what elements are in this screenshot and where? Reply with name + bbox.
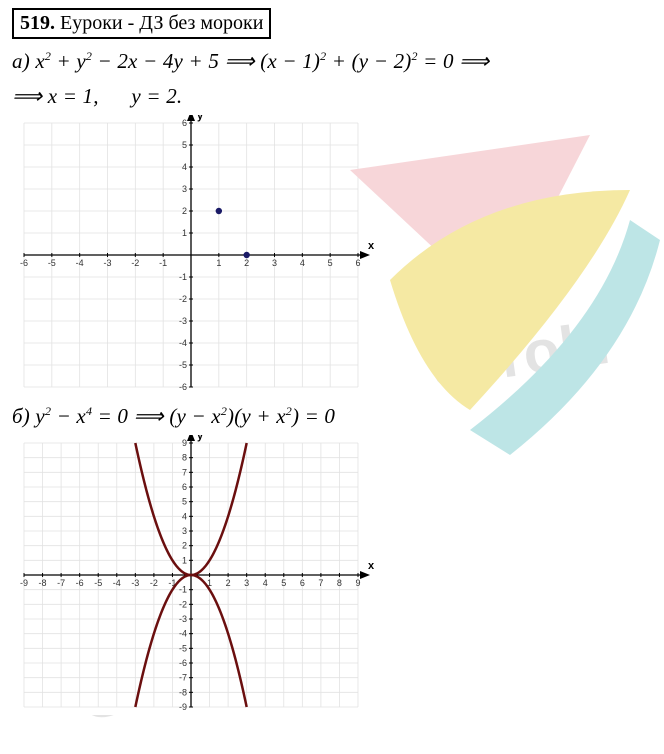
svg-text:3: 3 [244, 578, 249, 588]
svg-text:-5: -5 [179, 360, 187, 370]
svg-text:3: 3 [272, 258, 277, 268]
part-b-equation: б) y2 − x4 = 0 ⟹ (y − x2)(y + x2) = 0 [12, 404, 664, 429]
svg-text:7: 7 [318, 578, 323, 588]
svg-text:6: 6 [300, 578, 305, 588]
part-a-label: а) [12, 49, 35, 73]
svg-text:-3: -3 [131, 578, 139, 588]
chart-a-container: -6-5-4-3-2-1123456-6-5-4-3-2-1123456xy [6, 115, 664, 400]
svg-text:1: 1 [182, 228, 187, 238]
svg-text:4: 4 [300, 258, 305, 268]
svg-text:-5: -5 [94, 578, 102, 588]
svg-text:-4: -4 [76, 258, 84, 268]
svg-text:1: 1 [216, 258, 221, 268]
chart-b: -9-8-7-6-5-4-3-2-1123456789-9-8-7-6-5-4-… [6, 435, 376, 715]
svg-text:-3: -3 [179, 316, 187, 326]
svg-text:2: 2 [226, 578, 231, 588]
svg-text:-5: -5 [179, 643, 187, 653]
svg-text:-1: -1 [179, 585, 187, 595]
problem-number: 519. [20, 12, 55, 34]
svg-text:y: y [197, 435, 204, 442]
svg-text:7: 7 [182, 467, 187, 477]
problem-header: 519. Еуроки - ДЗ без мороки [12, 8, 271, 39]
svg-text:-6: -6 [76, 578, 84, 588]
svg-text:-1: -1 [179, 272, 187, 282]
svg-text:4: 4 [263, 578, 268, 588]
svg-text:2: 2 [182, 206, 187, 216]
svg-text:-6: -6 [179, 658, 187, 668]
svg-text:-3: -3 [179, 614, 187, 624]
svg-text:-2: -2 [131, 258, 139, 268]
svg-text:5: 5 [281, 578, 286, 588]
svg-text:-2: -2 [179, 599, 187, 609]
part-a-expr: x2 + y2 − 2x − 4y + 5 ⟹ (x − 1)2 + (y − … [35, 49, 489, 73]
svg-text:5: 5 [328, 258, 333, 268]
svg-text:-5: -5 [48, 258, 56, 268]
svg-text:3: 3 [182, 526, 187, 536]
svg-text:5: 5 [182, 497, 187, 507]
part-b-expr: y2 − x4 = 0 ⟹ (y − x2)(y + x2) = 0 [35, 404, 335, 428]
svg-text:-8: -8 [179, 687, 187, 697]
svg-text:-6: -6 [179, 382, 187, 392]
svg-text:9: 9 [182, 438, 187, 448]
svg-text:2: 2 [182, 541, 187, 551]
chart-b-container: -9-8-7-6-5-4-3-2-1123456789-9-8-7-6-5-4-… [6, 435, 664, 720]
problem-title: Еуроки - ДЗ без мороки [55, 12, 263, 34]
svg-text:6: 6 [355, 258, 360, 268]
part-b-label: б) [12, 404, 35, 428]
svg-text:2: 2 [244, 258, 249, 268]
svg-text:-7: -7 [57, 578, 65, 588]
chart-a: -6-5-4-3-2-1123456-6-5-4-3-2-1123456xy [6, 115, 376, 395]
svg-text:-9: -9 [20, 578, 28, 588]
svg-text:4: 4 [182, 511, 187, 521]
svg-text:-8: -8 [39, 578, 47, 588]
svg-text:8: 8 [337, 578, 342, 588]
svg-text:-4: -4 [113, 578, 121, 588]
svg-text:-4: -4 [179, 338, 187, 348]
svg-text:-7: -7 [179, 673, 187, 683]
svg-text:6: 6 [182, 482, 187, 492]
svg-text:-2: -2 [150, 578, 158, 588]
part-a-equation-line2: ⟹ x = 1, y = 2. [12, 84, 664, 109]
svg-text:8: 8 [182, 453, 187, 463]
svg-text:-9: -9 [179, 702, 187, 712]
svg-text:5: 5 [182, 140, 187, 150]
svg-text:1: 1 [182, 555, 187, 565]
svg-text:-4: -4 [179, 629, 187, 639]
svg-text:-1: -1 [159, 258, 167, 268]
svg-text:6: 6 [182, 118, 187, 128]
svg-text:3: 3 [182, 184, 187, 194]
svg-text:y: y [197, 115, 204, 122]
svg-text:4: 4 [182, 162, 187, 172]
svg-text:-2: -2 [179, 294, 187, 304]
svg-text:9: 9 [355, 578, 360, 588]
svg-text:x: x [368, 560, 375, 572]
svg-text:x: x [368, 240, 375, 252]
svg-text:-3: -3 [103, 258, 111, 268]
svg-text:-6: -6 [20, 258, 28, 268]
part-a-equation: а) x2 + y2 − 2x − 4y + 5 ⟹ (x − 1)2 + (y… [12, 49, 664, 74]
